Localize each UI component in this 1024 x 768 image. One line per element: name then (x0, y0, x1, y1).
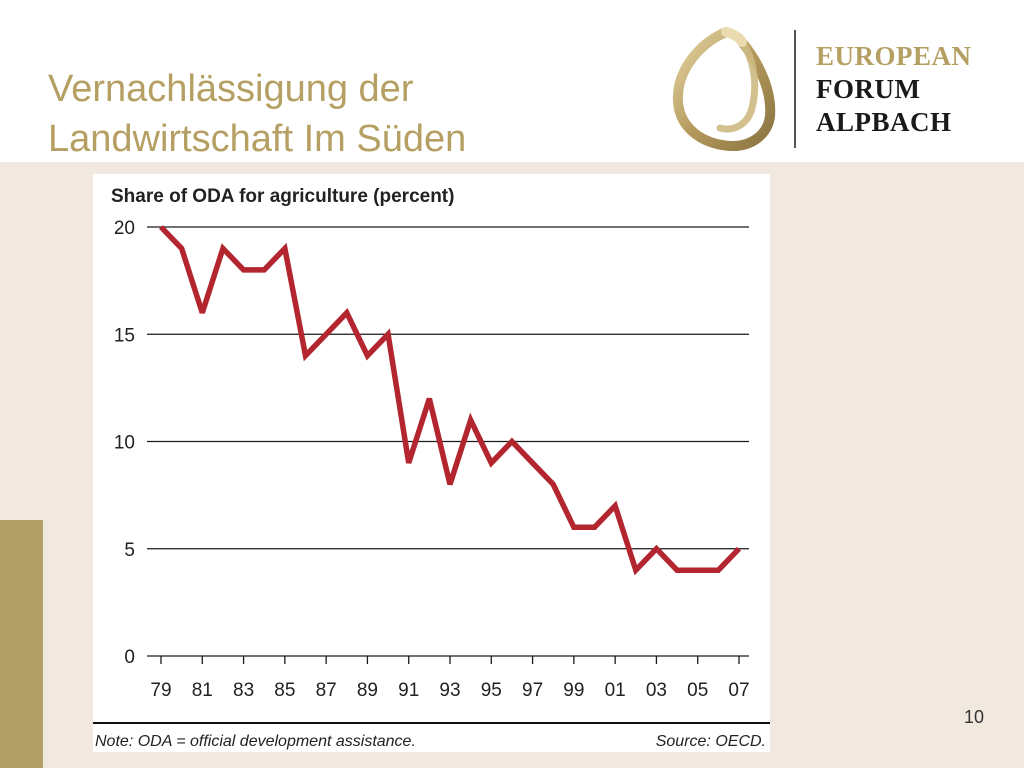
slide-header (0, 0, 1024, 162)
x-tick-label: 85 (274, 680, 295, 701)
y-axis-tick-labels: 0 5 10 15 20 (114, 218, 135, 668)
y-tick-label-20: 20 (114, 218, 135, 239)
x-tick-label: 79 (150, 680, 171, 701)
x-tick-label: 01 (605, 680, 626, 701)
grid-lines (147, 226, 749, 664)
chart-note: Note: ODA = official development assista… (95, 733, 416, 750)
x-tick-label: 91 (398, 680, 419, 701)
y-tick-label-15: 15 (114, 325, 135, 346)
x-tick-label: 95 (481, 680, 502, 701)
x-tick-label: 99 (563, 680, 584, 701)
y-tick-label-0: 0 (124, 647, 135, 668)
slide-title: Vernachlässigung der Landwirtschaft Im S… (48, 64, 466, 164)
x-tick-label: 07 (728, 680, 749, 701)
side-accent-bar (0, 520, 43, 768)
logo-line-european: EUROPEAN (816, 41, 972, 71)
logo-divider (794, 30, 796, 148)
x-tick-label: 93 (439, 680, 460, 701)
x-tick-label: 87 (316, 680, 337, 701)
series-line-0 (159, 225, 741, 576)
x-tick-label: 03 (646, 680, 667, 701)
y-tick-label-5: 5 (124, 540, 135, 561)
y-tick-label-10: 10 (114, 433, 135, 454)
slide-title-line-1: Vernachlässigung der (48, 68, 414, 110)
series-layer (159, 225, 741, 576)
x-tick-label: 97 (522, 680, 543, 701)
logo-line-alpbach: ALPBACH (816, 107, 952, 137)
x-tick-label: 05 (687, 680, 708, 701)
logo-line-forum: FORUM (816, 74, 921, 104)
chart-title: Share of ODA for agriculture (percent) (111, 186, 454, 207)
loop-ribbon-icon (672, 27, 776, 152)
page-number: 10 (964, 707, 985, 727)
x-tick-label: 81 (192, 680, 213, 701)
x-axis-tick-labels: 79 81 83 85 87 89 91 93 95 97 99 01 03 05 07 (150, 680, 749, 701)
x-tick-label: 89 (357, 680, 378, 701)
slide-title-line-2: Landwirtschaft Im Süden (48, 118, 467, 160)
chart-source: Source: OECD. (656, 733, 766, 750)
x-tick-label: 83 (233, 680, 254, 701)
oda-agriculture-line-chart: Share of ODA for agriculture (percent) 0… (93, 186, 770, 750)
chart-panel: Share of ODA for agriculture (percent) 0… (93, 174, 770, 752)
logo-wordmark: EUROPEAN FORUM ALPBACH (816, 40, 972, 139)
